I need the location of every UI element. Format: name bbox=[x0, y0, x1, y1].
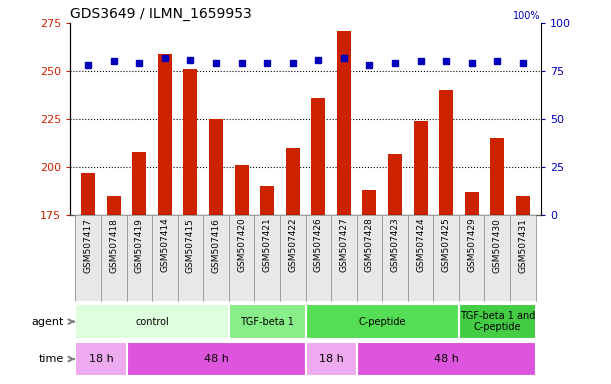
Bar bbox=[459, 215, 485, 301]
Bar bbox=[132, 152, 146, 215]
Text: GSM507429: GSM507429 bbox=[467, 218, 476, 272]
Bar bbox=[408, 215, 433, 301]
Text: 100%: 100% bbox=[513, 11, 541, 21]
Bar bbox=[75, 304, 229, 339]
Text: C-peptide: C-peptide bbox=[359, 316, 406, 327]
Bar bbox=[439, 90, 453, 215]
Bar bbox=[178, 215, 203, 301]
Bar bbox=[229, 304, 306, 339]
Bar bbox=[510, 215, 536, 301]
Text: GDS3649 / ILMN_1659953: GDS3649 / ILMN_1659953 bbox=[70, 7, 252, 21]
Text: control: control bbox=[135, 316, 169, 327]
Text: GSM507414: GSM507414 bbox=[160, 218, 169, 272]
Bar bbox=[388, 154, 402, 215]
Text: GSM507425: GSM507425 bbox=[442, 218, 451, 272]
Text: GSM507416: GSM507416 bbox=[211, 218, 221, 273]
Bar bbox=[260, 186, 274, 215]
Bar bbox=[280, 215, 306, 301]
Bar bbox=[152, 215, 178, 301]
Bar bbox=[490, 138, 504, 215]
Bar bbox=[126, 343, 306, 376]
Bar bbox=[459, 304, 536, 339]
Text: TGF-beta 1 and
C-peptide: TGF-beta 1 and C-peptide bbox=[459, 311, 535, 333]
Bar bbox=[229, 215, 254, 301]
Text: GSM507422: GSM507422 bbox=[288, 218, 297, 272]
Bar bbox=[382, 215, 408, 301]
Bar bbox=[357, 215, 382, 301]
Bar bbox=[75, 343, 126, 376]
Bar bbox=[465, 192, 479, 215]
Bar bbox=[235, 165, 249, 215]
Text: 18 h: 18 h bbox=[319, 354, 343, 364]
Text: TGF-beta 1: TGF-beta 1 bbox=[240, 316, 294, 327]
Text: GSM507421: GSM507421 bbox=[263, 218, 272, 272]
Bar bbox=[485, 215, 510, 301]
Text: GSM507420: GSM507420 bbox=[237, 218, 246, 272]
Bar bbox=[337, 31, 351, 215]
Bar bbox=[516, 196, 530, 215]
Bar bbox=[306, 304, 459, 339]
Bar bbox=[414, 121, 428, 215]
Bar bbox=[311, 98, 325, 215]
Text: GSM507419: GSM507419 bbox=[135, 218, 144, 273]
Text: GSM507428: GSM507428 bbox=[365, 218, 374, 272]
Bar bbox=[357, 343, 536, 376]
Bar bbox=[209, 119, 223, 215]
Text: GSM507423: GSM507423 bbox=[390, 218, 400, 272]
Bar bbox=[331, 215, 357, 301]
Bar bbox=[254, 215, 280, 301]
Bar bbox=[306, 343, 357, 376]
Bar bbox=[306, 215, 331, 301]
Text: 48 h: 48 h bbox=[203, 354, 229, 364]
Bar bbox=[183, 69, 197, 215]
Bar bbox=[286, 148, 300, 215]
Text: GSM507431: GSM507431 bbox=[518, 218, 527, 273]
Bar bbox=[126, 215, 152, 301]
Text: GSM507424: GSM507424 bbox=[416, 218, 425, 272]
Text: GSM507418: GSM507418 bbox=[109, 218, 119, 273]
Bar bbox=[362, 190, 376, 215]
Bar bbox=[433, 215, 459, 301]
Text: GSM507427: GSM507427 bbox=[339, 218, 348, 272]
Text: 48 h: 48 h bbox=[434, 354, 459, 364]
Bar bbox=[107, 196, 121, 215]
Text: GSM507417: GSM507417 bbox=[84, 218, 93, 273]
Text: agent: agent bbox=[32, 316, 64, 327]
Bar bbox=[75, 215, 101, 301]
Text: GSM507430: GSM507430 bbox=[492, 218, 502, 273]
Bar bbox=[203, 215, 229, 301]
Bar bbox=[158, 54, 172, 215]
Bar bbox=[101, 215, 126, 301]
Text: time: time bbox=[39, 354, 64, 364]
Text: GSM507426: GSM507426 bbox=[314, 218, 323, 272]
Bar bbox=[81, 173, 95, 215]
Text: GSM507415: GSM507415 bbox=[186, 218, 195, 273]
Text: 18 h: 18 h bbox=[89, 354, 113, 364]
